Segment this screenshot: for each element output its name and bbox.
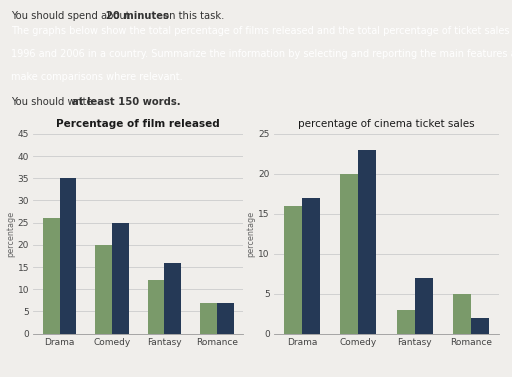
Bar xyxy=(302,198,320,334)
Bar xyxy=(397,310,415,334)
Text: on this task.: on this task. xyxy=(160,11,224,21)
Text: You should write: You should write xyxy=(11,97,96,107)
Text: make comparisons where relevant.: make comparisons where relevant. xyxy=(11,72,183,82)
Title: percentage of cinema ticket sales: percentage of cinema ticket sales xyxy=(298,119,475,129)
Bar xyxy=(112,223,129,334)
Bar xyxy=(43,218,59,334)
Bar xyxy=(471,318,489,334)
Title: Percentage of film released: Percentage of film released xyxy=(56,119,220,129)
Bar xyxy=(200,303,217,334)
Bar xyxy=(340,174,358,334)
Bar xyxy=(415,278,433,334)
Bar xyxy=(284,206,302,334)
Text: 1996 and 2006 in a country. Summarize the information by selecting and reporting: 1996 and 2006 in a country. Summarize th… xyxy=(11,49,512,59)
Y-axis label: percentage: percentage xyxy=(246,211,255,257)
Bar xyxy=(147,280,164,334)
Bar xyxy=(59,178,76,334)
Bar xyxy=(164,263,181,334)
Text: at least 150 words.: at least 150 words. xyxy=(72,97,180,107)
Y-axis label: percentage: percentage xyxy=(6,211,15,257)
Text: 20 minutes: 20 minutes xyxy=(106,11,169,21)
Text: You should spend about: You should spend about xyxy=(11,11,133,21)
Bar xyxy=(358,150,376,334)
Text: The graphs below show the total percentage of films released and the total perce: The graphs below show the total percenta… xyxy=(11,26,512,36)
Bar xyxy=(217,303,233,334)
Bar xyxy=(453,294,471,334)
Bar xyxy=(95,245,112,334)
